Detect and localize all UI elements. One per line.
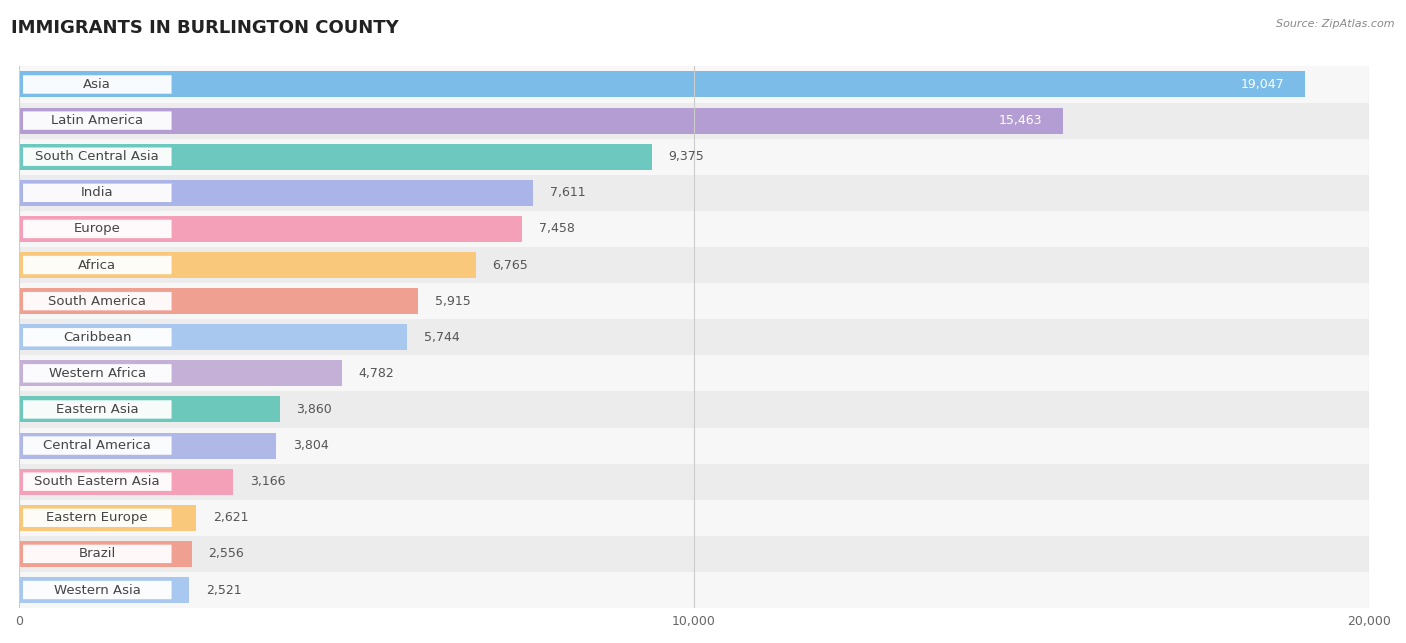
Bar bbox=[20, 66, 1369, 102]
Text: IMMIGRANTS IN BURLINGTON COUNTY: IMMIGRANTS IN BURLINGTON COUNTY bbox=[11, 19, 399, 37]
FancyBboxPatch shape bbox=[22, 581, 172, 599]
FancyBboxPatch shape bbox=[22, 509, 172, 527]
Bar bbox=[20, 180, 533, 206]
Bar bbox=[20, 283, 1369, 319]
Text: Brazil: Brazil bbox=[79, 547, 115, 561]
Bar bbox=[20, 175, 1369, 211]
FancyBboxPatch shape bbox=[22, 364, 172, 383]
Bar bbox=[20, 252, 475, 278]
Text: South Eastern Asia: South Eastern Asia bbox=[35, 475, 160, 488]
Text: Western Asia: Western Asia bbox=[53, 583, 141, 597]
Bar bbox=[20, 469, 233, 494]
Text: Source: ZipAtlas.com: Source: ZipAtlas.com bbox=[1277, 19, 1395, 30]
Text: 5,744: 5,744 bbox=[423, 331, 460, 344]
Text: Asia: Asia bbox=[83, 78, 111, 91]
Bar bbox=[20, 324, 406, 350]
Bar bbox=[20, 500, 1369, 536]
Text: 9,375: 9,375 bbox=[669, 150, 704, 163]
Bar bbox=[20, 397, 280, 422]
Text: Eastern Asia: Eastern Asia bbox=[56, 403, 139, 416]
Bar bbox=[20, 319, 1369, 356]
Text: 2,521: 2,521 bbox=[207, 583, 242, 597]
FancyBboxPatch shape bbox=[22, 292, 172, 311]
Text: Eastern Europe: Eastern Europe bbox=[46, 511, 148, 524]
Text: 3,804: 3,804 bbox=[292, 439, 329, 452]
Text: Europe: Europe bbox=[75, 222, 121, 235]
FancyBboxPatch shape bbox=[22, 256, 172, 274]
Text: 7,611: 7,611 bbox=[550, 186, 585, 199]
Text: Africa: Africa bbox=[79, 258, 117, 271]
Text: 3,166: 3,166 bbox=[250, 475, 285, 488]
FancyBboxPatch shape bbox=[22, 328, 172, 347]
Text: 15,463: 15,463 bbox=[1000, 114, 1043, 127]
Bar bbox=[20, 536, 1369, 572]
Bar bbox=[20, 211, 1369, 247]
Text: Latin America: Latin America bbox=[51, 114, 143, 127]
FancyBboxPatch shape bbox=[22, 147, 172, 166]
FancyBboxPatch shape bbox=[22, 184, 172, 202]
Text: 5,915: 5,915 bbox=[434, 294, 471, 307]
FancyBboxPatch shape bbox=[22, 111, 172, 130]
Bar bbox=[20, 247, 1369, 283]
FancyBboxPatch shape bbox=[22, 473, 172, 491]
Bar bbox=[20, 360, 342, 386]
Bar bbox=[20, 102, 1369, 139]
Bar bbox=[20, 572, 1369, 608]
FancyBboxPatch shape bbox=[22, 400, 172, 419]
Text: South America: South America bbox=[48, 294, 146, 307]
Text: 7,458: 7,458 bbox=[540, 222, 575, 235]
Text: Caribbean: Caribbean bbox=[63, 331, 132, 344]
FancyBboxPatch shape bbox=[22, 545, 172, 563]
Text: Western Africa: Western Africa bbox=[49, 367, 146, 380]
Text: 2,556: 2,556 bbox=[208, 547, 245, 561]
Bar bbox=[20, 392, 1369, 428]
Text: 6,765: 6,765 bbox=[492, 258, 529, 271]
Text: South Central Asia: South Central Asia bbox=[35, 150, 159, 163]
Bar bbox=[20, 464, 1369, 500]
Text: 19,047: 19,047 bbox=[1241, 78, 1285, 91]
Bar bbox=[20, 288, 418, 314]
Bar bbox=[20, 216, 523, 242]
Bar bbox=[20, 505, 195, 530]
Bar bbox=[20, 71, 1305, 98]
Bar bbox=[20, 428, 1369, 464]
Text: 2,621: 2,621 bbox=[212, 511, 249, 524]
Bar bbox=[20, 139, 1369, 175]
Bar bbox=[20, 541, 191, 567]
Bar bbox=[20, 433, 276, 458]
FancyBboxPatch shape bbox=[22, 220, 172, 238]
Bar bbox=[20, 143, 652, 170]
Bar bbox=[20, 577, 190, 603]
Bar bbox=[20, 356, 1369, 392]
Bar bbox=[20, 107, 1063, 134]
Text: Central America: Central America bbox=[44, 439, 152, 452]
Text: 4,782: 4,782 bbox=[359, 367, 395, 380]
Text: 3,860: 3,860 bbox=[297, 403, 332, 416]
FancyBboxPatch shape bbox=[22, 75, 172, 94]
Text: India: India bbox=[82, 186, 114, 199]
FancyBboxPatch shape bbox=[22, 437, 172, 455]
